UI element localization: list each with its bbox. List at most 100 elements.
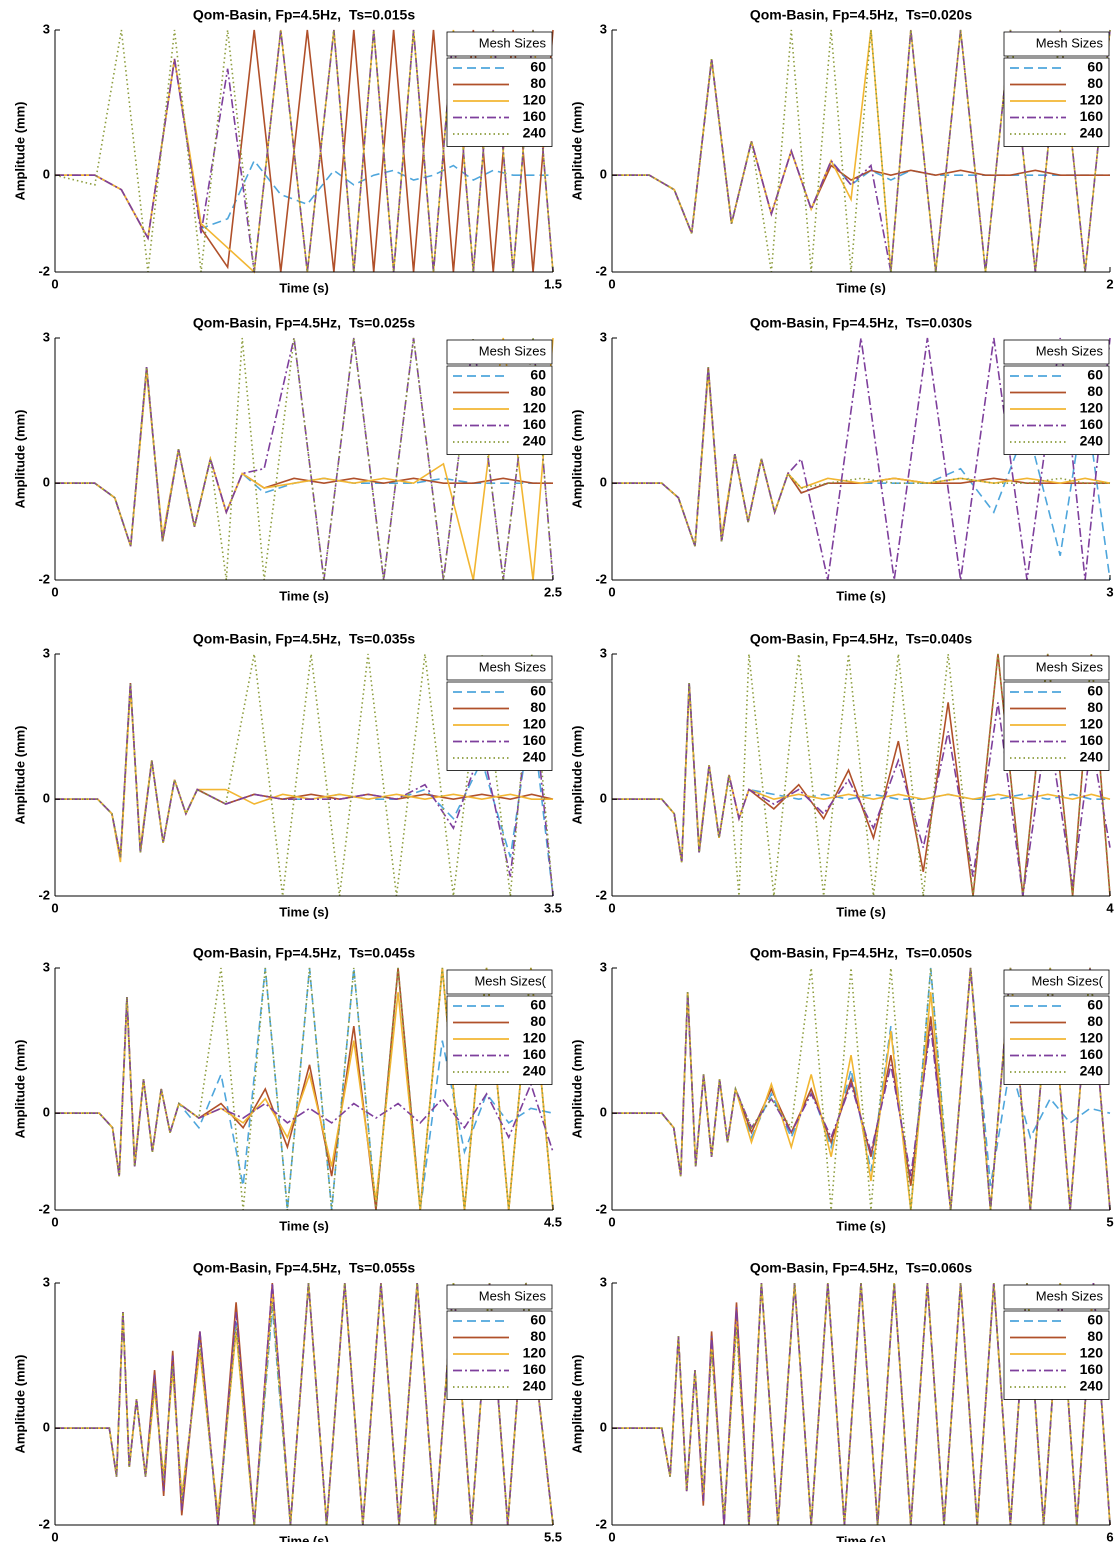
- y-tick-label: 3: [600, 21, 607, 36]
- x-axis-label: Time (s): [836, 588, 886, 603]
- y-tick-label: -2: [38, 1516, 50, 1531]
- legend-label: 160: [523, 108, 547, 124]
- data-line: [55, 682, 554, 897]
- legend-title: Mesh Sizes: [1036, 35, 1104, 50]
- y-tick-label: 3: [43, 21, 50, 36]
- x-tick-label: 0: [608, 900, 615, 915]
- legend-title-box: [1003, 655, 1110, 681]
- legend-label: 120: [1080, 1345, 1104, 1361]
- legend-title: Mesh Sizes: [479, 659, 547, 674]
- x-axis-label: Time (s): [279, 1218, 329, 1233]
- data-line: [55, 29, 554, 273]
- chart-title: Qom-Basin, Fp=4.5Hz, Ts=0.045s: [193, 945, 415, 961]
- y-tick-label: 0: [43, 1105, 50, 1120]
- legend-label: 160: [1080, 108, 1104, 124]
- y-tick-label: 3: [43, 645, 50, 660]
- chart-title: Qom-Basin, Fp=4.5Hz, Ts=0.025s: [193, 315, 415, 331]
- legend-label: 80: [530, 75, 546, 91]
- legend-label: 60: [530, 997, 546, 1013]
- x-axis-label: Time (s): [836, 1218, 886, 1233]
- y-tick-label: 0: [600, 475, 607, 490]
- legend-label: 120: [1080, 1030, 1104, 1046]
- x-tick-label: 0: [608, 1214, 615, 1229]
- legend-label: 240: [523, 749, 547, 765]
- x-tick-label: 0: [608, 276, 615, 291]
- y-axis-label: Amplitude (mm): [12, 410, 27, 509]
- y-axis-label: Amplitude (mm): [12, 1355, 27, 1454]
- legend-box: [1003, 365, 1110, 455]
- data-line: [55, 1282, 554, 1526]
- legend-title: Mesh Sizes(: [1031, 973, 1103, 988]
- x-axis-label: Time (s): [279, 588, 329, 603]
- legend-label: 120: [523, 400, 547, 416]
- legend-title-box: [446, 969, 553, 995]
- legend-title-box: [446, 31, 553, 57]
- y-tick-label: 3: [43, 959, 50, 974]
- legend-box: [446, 1310, 553, 1400]
- legend-box: [1003, 995, 1110, 1085]
- y-tick-label: 3: [600, 959, 607, 974]
- y-axis-label: Amplitude (mm): [569, 1355, 584, 1454]
- y-axis-label: Amplitude (mm): [12, 1040, 27, 1139]
- chart-title: Qom-Basin, Fp=4.5Hz, Ts=0.060s: [750, 1260, 972, 1276]
- legend-box: [446, 365, 553, 455]
- x-tick-label: 4: [1106, 900, 1114, 915]
- y-tick-label: -2: [595, 571, 607, 586]
- legend-label: 60: [1087, 997, 1103, 1013]
- x-tick-label: 0: [51, 1529, 58, 1542]
- legend-title-box: [1003, 1284, 1110, 1310]
- legend-label: 120: [523, 1345, 547, 1361]
- x-tick-label: 0: [51, 276, 58, 291]
- y-tick-label: 3: [43, 329, 50, 344]
- x-tick-label: 3: [1106, 584, 1113, 599]
- legend-label: 120: [523, 716, 547, 732]
- legend-label: 160: [523, 1361, 547, 1377]
- chart-title: Qom-Basin, Fp=4.5Hz, Ts=0.015s: [193, 7, 415, 23]
- legend-label: 80: [530, 1013, 546, 1029]
- legend-label: 160: [523, 416, 547, 432]
- y-tick-label: 3: [600, 1274, 607, 1289]
- y-tick-label: 3: [43, 1274, 50, 1289]
- legend-label: 240: [523, 1063, 547, 1079]
- legend-label: 160: [523, 732, 547, 748]
- x-tick-label: 0: [51, 900, 58, 915]
- legend-title: Mesh Sizes: [479, 35, 547, 50]
- y-tick-label: -2: [595, 1201, 607, 1216]
- y-axis-label: Amplitude (mm): [569, 726, 584, 825]
- chart-title: Qom-Basin, Fp=4.5Hz, Ts=0.055s: [193, 1260, 415, 1276]
- legend-label: 240: [1080, 1063, 1104, 1079]
- legend-label: 240: [1080, 1378, 1104, 1394]
- legend-label: 80: [1087, 1013, 1103, 1029]
- x-tick-label: 6: [1106, 1529, 1113, 1542]
- legend-title-box: [1003, 339, 1110, 365]
- legend-label: 80: [1087, 699, 1103, 715]
- legend-label: 80: [1087, 1328, 1103, 1344]
- x-tick-label: 2: [1106, 276, 1113, 291]
- x-tick-label: 0: [608, 1529, 615, 1542]
- y-axis-label: Amplitude (mm): [569, 102, 584, 201]
- x-tick-label: 1.5: [544, 276, 562, 291]
- legend-title: Mesh Sizes(: [474, 973, 546, 988]
- data-line: [612, 366, 1110, 547]
- legend-label: 160: [1080, 732, 1104, 748]
- legend-box: [1003, 1310, 1110, 1400]
- legend-label: 60: [530, 1312, 546, 1328]
- legend-label: 240: [523, 1378, 547, 1394]
- legend-label: 120: [1080, 92, 1104, 108]
- data-line: [55, 653, 554, 897]
- legend-label: 80: [1087, 75, 1103, 91]
- legend-label: 240: [1080, 433, 1104, 449]
- legend-label: 60: [530, 59, 546, 75]
- y-axis-label: Amplitude (mm): [569, 1040, 584, 1139]
- legend-label: 120: [1080, 400, 1104, 416]
- x-axis-label: Time (s): [279, 280, 329, 295]
